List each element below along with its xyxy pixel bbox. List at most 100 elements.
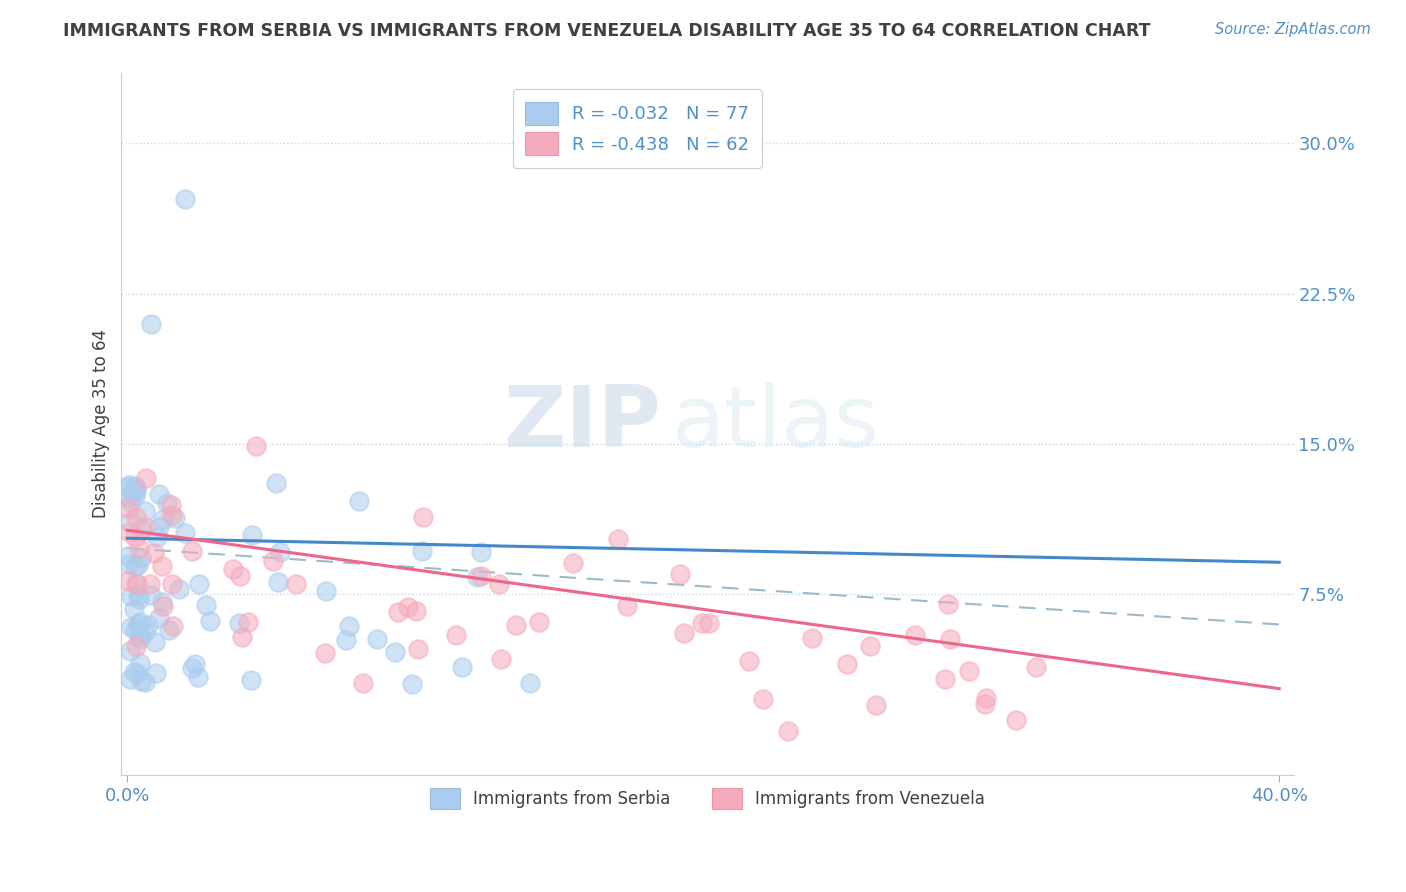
Point [139, 587, 162, 601]
Point [181, 661, 204, 675]
Point [188, 577, 211, 591]
Point [120, 589, 142, 603]
Point [152, 511, 174, 525]
Text: Source: ZipAtlas.com: Source: ZipAtlas.com [1215, 22, 1371, 37]
Point [285, 577, 308, 591]
Point [859, 640, 882, 654]
Point [125, 576, 148, 591]
Point [607, 532, 630, 546]
Point [519, 676, 541, 690]
Point [384, 645, 406, 659]
Point [124, 623, 146, 637]
Point [412, 509, 434, 524]
Point [148, 487, 170, 501]
Point [148, 520, 170, 534]
Point [117, 574, 139, 588]
Point [974, 697, 997, 711]
Point [120, 672, 142, 686]
Point [167, 582, 190, 596]
Point [125, 639, 148, 653]
Point [752, 692, 775, 706]
Point [118, 515, 141, 529]
Point [127, 558, 149, 573]
Point [387, 605, 409, 619]
Point [121, 486, 143, 500]
Text: atlas: atlas [672, 383, 880, 466]
Point [904, 628, 927, 642]
Point [669, 566, 692, 581]
Point [129, 632, 152, 647]
Point [134, 471, 156, 485]
Point [145, 634, 167, 648]
Point [408, 642, 430, 657]
Point [129, 674, 152, 689]
Point [229, 568, 252, 582]
Point [366, 632, 388, 646]
Point [134, 503, 156, 517]
Point [122, 602, 145, 616]
Point [690, 615, 713, 630]
Point [125, 483, 148, 498]
Point [616, 599, 638, 614]
Point [505, 617, 527, 632]
Point [184, 657, 207, 671]
Point [163, 510, 186, 524]
Point [145, 666, 167, 681]
Point [187, 670, 209, 684]
Point [240, 673, 263, 688]
Text: IMMIGRANTS FROM SERBIA VS IMMIGRANTS FROM VENEZUELA DISABILITY AGE 35 TO 64 CORR: IMMIGRANTS FROM SERBIA VS IMMIGRANTS FRO… [63, 22, 1150, 40]
Point [117, 480, 139, 494]
Point [488, 577, 510, 591]
Point [174, 192, 197, 206]
Point [134, 519, 156, 533]
Point [120, 620, 142, 634]
Point [180, 544, 202, 558]
Point [1025, 660, 1047, 674]
Point [128, 657, 150, 671]
Point [776, 724, 799, 739]
Point [152, 595, 174, 609]
Y-axis label: Disability Age 35 to 64: Disability Age 35 to 64 [93, 329, 110, 518]
Point [450, 659, 472, 673]
Point [315, 583, 337, 598]
Point [160, 577, 183, 591]
Point [231, 630, 253, 644]
Point [470, 568, 492, 582]
Point [561, 556, 583, 570]
Point [118, 644, 141, 658]
Point [934, 672, 956, 686]
Point [470, 545, 492, 559]
Point [150, 559, 173, 574]
Point [173, 525, 195, 540]
Point [136, 618, 159, 632]
Point [222, 562, 245, 576]
Point [125, 577, 148, 591]
Point [269, 545, 291, 559]
Point [118, 477, 141, 491]
Point [127, 665, 149, 680]
Point [124, 479, 146, 493]
Point [200, 614, 222, 628]
Point [134, 625, 156, 640]
Point [127, 588, 149, 602]
Point [939, 632, 962, 646]
Point [335, 632, 357, 647]
Text: ZIP: ZIP [503, 383, 661, 466]
Point [117, 557, 139, 571]
Point [139, 317, 162, 331]
Point [143, 546, 166, 560]
Point [160, 508, 183, 522]
Legend: Immigrants from Serbia, Immigrants from Venezuela: Immigrants from Serbia, Immigrants from … [423, 780, 993, 815]
Point [1004, 713, 1026, 727]
Point [152, 599, 174, 613]
Point [835, 657, 858, 672]
Point [148, 611, 170, 625]
Point [865, 698, 887, 712]
Point [195, 598, 218, 612]
Point [405, 604, 427, 618]
Point [117, 549, 139, 564]
Point [160, 498, 183, 512]
Point [396, 599, 419, 614]
Point [157, 623, 180, 637]
Point [127, 616, 149, 631]
